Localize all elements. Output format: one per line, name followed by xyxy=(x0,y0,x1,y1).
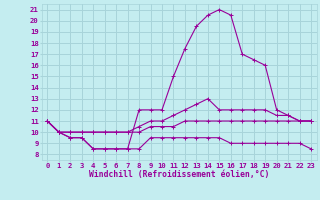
X-axis label: Windchill (Refroidissement éolien,°C): Windchill (Refroidissement éolien,°C) xyxy=(89,170,269,179)
